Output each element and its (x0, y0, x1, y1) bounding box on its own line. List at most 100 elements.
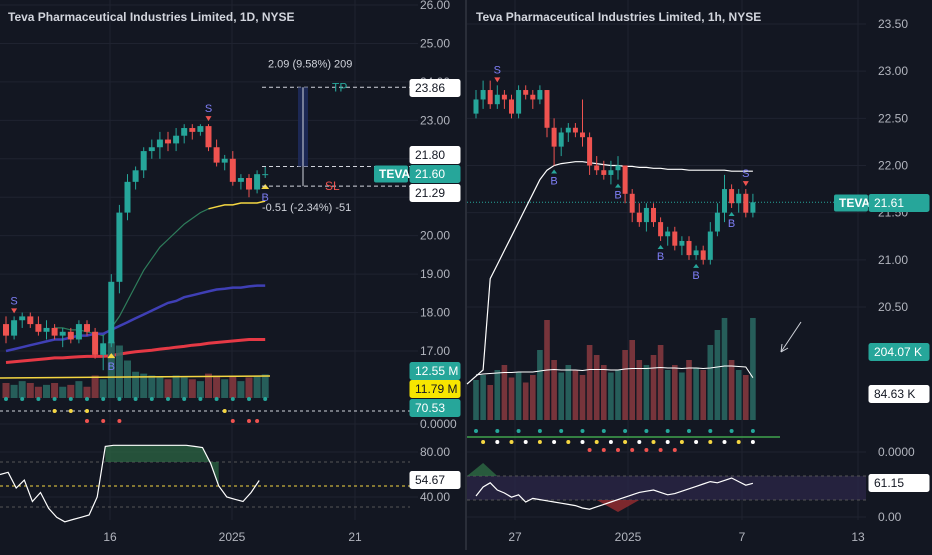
candle-body (100, 343, 107, 355)
dot-marker (537, 440, 542, 444)
candle-body (651, 207, 656, 223)
volume-bar (565, 365, 572, 420)
dot-marker (559, 429, 564, 433)
volume-bar (601, 365, 607, 420)
dot-marker (222, 409, 227, 413)
dot-marker (623, 429, 628, 433)
candle-body (181, 128, 188, 136)
dot-marker (68, 397, 73, 401)
volume-bar (579, 375, 586, 420)
dot-marker (601, 429, 606, 433)
candle-body (729, 189, 735, 204)
ema-fast-line-recent (208, 200, 266, 210)
dot-marker (263, 397, 268, 401)
volume-bar (735, 370, 742, 420)
dot-marker (594, 440, 599, 444)
volume-bar (714, 330, 721, 420)
sell-signal-marker (494, 77, 501, 83)
dot-marker (117, 397, 122, 401)
price-tick-label: 20.00 (420, 229, 450, 243)
dot-marker (509, 440, 514, 444)
candle-body (665, 231, 671, 237)
price-tick-label: 25.00 (420, 36, 450, 50)
dot-marker (101, 419, 106, 423)
price-badge-bg (868, 194, 930, 212)
dot-marker (85, 397, 89, 401)
dot-marker (101, 397, 106, 401)
sell-signal-label: S (494, 64, 501, 76)
candle-body (658, 222, 664, 237)
candle-body (736, 193, 742, 204)
volume-bar (558, 372, 564, 420)
volume-bar (156, 377, 164, 398)
price-badge: 54.67 (415, 473, 445, 487)
panel-1d: 26.0025.0024.0023.0022.0021.0020.0019.00… (0, 0, 461, 544)
candle-body (124, 181, 131, 213)
candle-body (565, 127, 571, 133)
candle-body (213, 147, 220, 163)
buy-signal-label: B (657, 251, 664, 263)
sl-label: SL (325, 179, 340, 193)
price-tick-label: 22.50 (878, 111, 908, 125)
candle-body (254, 174, 261, 190)
buy-signal-label: B (262, 192, 269, 204)
volume-bar (494, 370, 501, 420)
dot-marker (117, 419, 122, 423)
volume-bar (26, 383, 34, 398)
price-tick-label: 0.0000 (420, 417, 457, 431)
volume-bar (750, 317, 756, 420)
price-badge: 204.07 K (874, 345, 922, 359)
candle-body (509, 99, 514, 114)
dot-marker (587, 448, 592, 452)
candle-body (700, 250, 706, 260)
candle-body (743, 193, 749, 213)
price-badge-bg (409, 79, 461, 97)
candle-body (544, 90, 550, 128)
price-tick-label: 21.00 (878, 253, 908, 267)
volume-bar (672, 365, 678, 420)
volume-bar (643, 365, 650, 420)
candle-body (686, 240, 692, 256)
candle-body (501, 94, 507, 100)
volume-bar (91, 375, 99, 398)
volume-bar (650, 355, 657, 420)
volume-bar (693, 367, 699, 420)
dot-marker (20, 397, 25, 401)
volume-bar (551, 360, 557, 420)
volume-bar (132, 371, 140, 398)
volume-bar (148, 375, 156, 398)
candle-body (140, 151, 147, 171)
candle-body (92, 331, 99, 355)
price-badge-bg (409, 471, 461, 489)
oscillator-line (475, 477, 754, 510)
candle-body (537, 90, 543, 100)
dot-marker (36, 397, 41, 401)
volume-ma-line (475, 365, 754, 378)
price-badge-bg (409, 362, 461, 380)
volume-bar (522, 382, 529, 420)
volume-bar (508, 377, 515, 420)
candle-body (615, 165, 621, 171)
candle-body (67, 331, 74, 340)
sell-signal-marker (742, 181, 749, 187)
volume-bar (196, 381, 204, 398)
candle-body (197, 126, 204, 132)
price-tick-label: 18.00 (420, 306, 450, 320)
candle-body (84, 324, 90, 332)
candle-body (636, 212, 642, 223)
candle-body (75, 324, 82, 340)
candle-body (487, 90, 493, 105)
sma-line (466, 161, 753, 385)
sell-signal-marker (205, 116, 212, 122)
time-tick-label: 16 (103, 530, 117, 544)
symbol-badge: TEVA (839, 196, 870, 210)
price-badge-bg (868, 474, 930, 492)
dot-marker (658, 448, 663, 452)
candle-body (51, 327, 58, 336)
volume-bar (107, 341, 115, 398)
profit-text: 2.09 (9.58%) 209 (268, 58, 352, 70)
dot-marker (166, 397, 170, 401)
volume-bar (180, 377, 188, 398)
candle-body (494, 94, 500, 105)
